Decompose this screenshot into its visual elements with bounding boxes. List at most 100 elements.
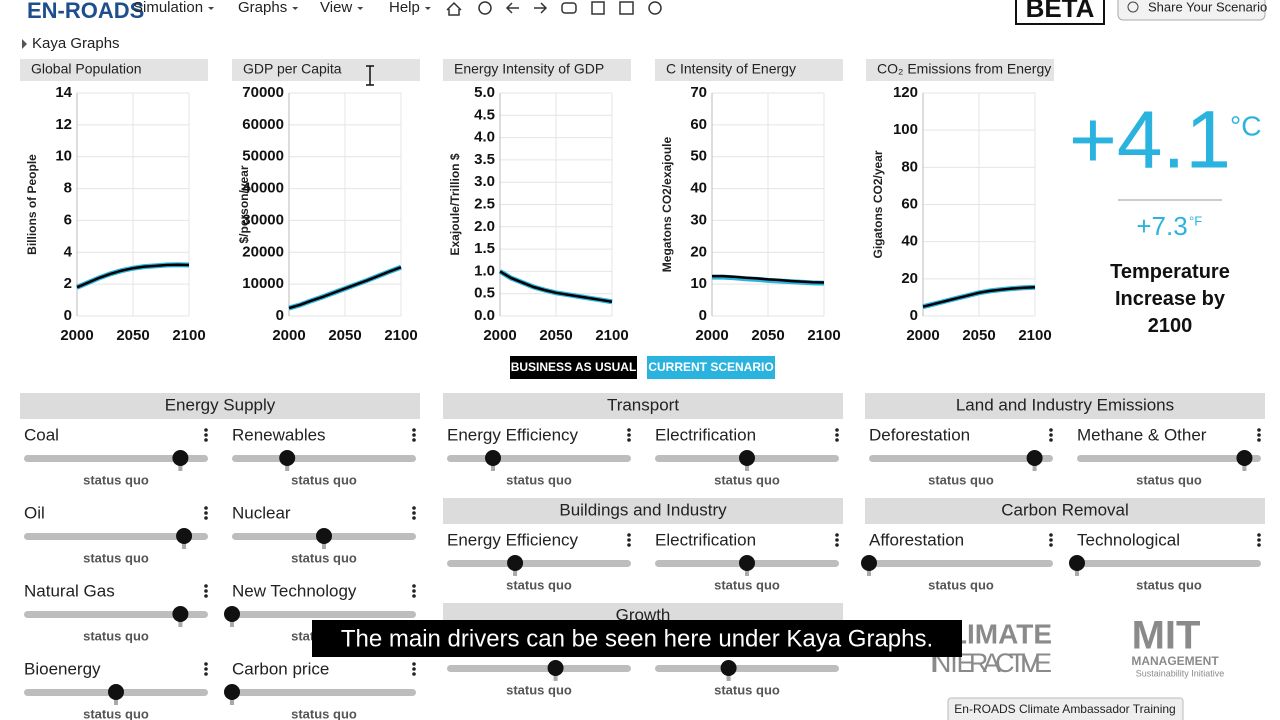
slider-knob[interactable]: [279, 450, 296, 466]
info-icon[interactable]: [648, 1, 662, 15]
slider-menu-dot[interactable]: [412, 672, 416, 676]
slider-knob[interactable]: [739, 450, 755, 466]
training-button[interactable]: [947, 697, 1184, 720]
slider-menu-dot[interactable]: [1257, 533, 1261, 537]
slider-knob[interactable]: [1026, 450, 1043, 466]
slider-knob[interactable]: [507, 555, 524, 571]
slider-menu-dot[interactable]: [1049, 543, 1053, 547]
slider-label[interactable]: New Technology: [232, 581, 357, 600]
slider-track[interactable]: [24, 533, 208, 540]
slider-menu-dot[interactable]: [835, 533, 839, 537]
legend-swatch[interactable]: [647, 356, 775, 379]
slider-menu-dot[interactable]: [412, 438, 416, 442]
slider-menu-dot[interactable]: [1049, 538, 1053, 542]
slider-label[interactable]: Renewables: [232, 425, 326, 444]
slider-track[interactable]: [447, 560, 631, 567]
slider-label[interactable]: Methane & Other: [1077, 425, 1207, 444]
slider-menu-dot[interactable]: [412, 584, 416, 588]
home-icon[interactable]: [446, 1, 462, 16]
slider-track[interactable]: [447, 665, 631, 672]
sync-icon[interactable]: [561, 2, 577, 14]
fullscreen-icon[interactable]: [591, 1, 605, 15]
slider-track[interactable]: [655, 665, 839, 672]
slider-menu-dot[interactable]: [412, 662, 416, 666]
slider-knob[interactable]: [1069, 555, 1085, 571]
slider-knob[interactable]: [316, 528, 332, 544]
legend-label[interactable]: CURRENT SCENARIO: [648, 360, 773, 374]
slider-label[interactable]: Energy Efficiency: [447, 530, 579, 549]
slider-track[interactable]: [447, 455, 631, 462]
slider-menu-dot[interactable]: [412, 511, 416, 515]
slider-menu-dot[interactable]: [1257, 543, 1261, 547]
slider-knob[interactable]: [720, 660, 737, 676]
slider-track[interactable]: [869, 560, 1053, 567]
slider-menu-dot[interactable]: [412, 594, 416, 598]
slider-menu-dot[interactable]: [412, 506, 416, 510]
slider-menu-dot[interactable]: [627, 428, 631, 432]
slider-menu-dot[interactable]: [204, 667, 208, 671]
share-button[interactable]: [1117, 0, 1266, 21]
slider-menu-dot[interactable]: [204, 438, 208, 442]
slider-menu-dot[interactable]: [835, 543, 839, 547]
slider-menu-dot[interactable]: [412, 589, 416, 593]
training-label[interactable]: En-ROADS Climate Ambassador Training: [954, 702, 1175, 716]
slider-label[interactable]: Technological: [1077, 530, 1180, 549]
slider-label[interactable]: Afforestation: [869, 530, 964, 549]
slider-menu-dot[interactable]: [204, 584, 208, 588]
slider-label[interactable]: Bioenergy: [24, 659, 101, 678]
slider-menu-dot[interactable]: [204, 506, 208, 510]
slider-menu-dot[interactable]: [204, 594, 208, 598]
kaya-toggle[interactable]: Kaya Graphs: [32, 35, 120, 52]
slider-menu-dot[interactable]: [627, 538, 631, 542]
slider-label[interactable]: Nuclear: [232, 503, 291, 522]
slider-track[interactable]: [1077, 560, 1261, 567]
slider-menu-dot[interactable]: [1049, 428, 1053, 432]
slider-menu-dot[interactable]: [412, 428, 416, 432]
legend-label[interactable]: BUSINESS AS USUAL: [511, 360, 637, 374]
slider-knob[interactable]: [861, 555, 877, 571]
slider-menu-dot[interactable]: [204, 433, 208, 437]
slider-label[interactable]: Natural Gas: [24, 581, 115, 600]
slider-menu-dot[interactable]: [412, 516, 416, 520]
menu-item[interactable]: View: [320, 0, 352, 16]
slider-menu-dot[interactable]: [204, 428, 208, 432]
slider-menu-dot[interactable]: [1257, 433, 1261, 437]
slider-menu-dot[interactable]: [835, 428, 839, 432]
slider-menu-dot[interactable]: [835, 438, 839, 442]
slider-track[interactable]: [1077, 455, 1261, 462]
legend-swatch[interactable]: [510, 356, 637, 379]
slider-knob[interactable]: [176, 528, 193, 544]
slider-knob[interactable]: [172, 606, 189, 622]
menu-item[interactable]: Graphs: [238, 0, 287, 16]
toggle-arrow[interactable]: [22, 39, 27, 49]
slider-menu-dot[interactable]: [204, 589, 208, 593]
slider-label[interactable]: Carbon price: [232, 659, 329, 678]
slider-menu-dot[interactable]: [627, 433, 631, 437]
slider-knob[interactable]: [485, 450, 501, 466]
slider-track[interactable]: [24, 455, 208, 462]
slider-track[interactable]: [869, 455, 1053, 462]
slider-label[interactable]: Coal: [24, 425, 59, 444]
slider-label[interactable]: Deforestation: [869, 425, 970, 444]
slider-menu-dot[interactable]: [1257, 438, 1261, 442]
menu-item[interactable]: Help: [389, 0, 420, 16]
slider-menu-dot[interactable]: [1049, 438, 1053, 442]
share-label[interactable]: Share Your Scenario: [1148, 0, 1267, 14]
back-icon[interactable]: [505, 2, 519, 14]
slider-menu-dot[interactable]: [835, 433, 839, 437]
slider-knob[interactable]: [224, 684, 240, 700]
slider-knob[interactable]: [224, 606, 240, 622]
slider-menu-dot[interactable]: [204, 516, 208, 520]
slider-menu-dot[interactable]: [1257, 538, 1261, 542]
slider-menu-dot[interactable]: [204, 672, 208, 676]
slider-track[interactable]: [232, 611, 416, 618]
slider-track[interactable]: [24, 611, 208, 618]
slider-menu-dot[interactable]: [1257, 428, 1261, 432]
slider-knob[interactable]: [172, 450, 189, 466]
slider-menu-dot[interactable]: [1049, 533, 1053, 537]
slider-knob[interactable]: [739, 555, 755, 571]
slider-knob[interactable]: [1236, 450, 1253, 466]
slider-menu-dot[interactable]: [204, 511, 208, 515]
slider-track[interactable]: [232, 455, 416, 462]
slider-label[interactable]: Electrification: [655, 530, 756, 549]
